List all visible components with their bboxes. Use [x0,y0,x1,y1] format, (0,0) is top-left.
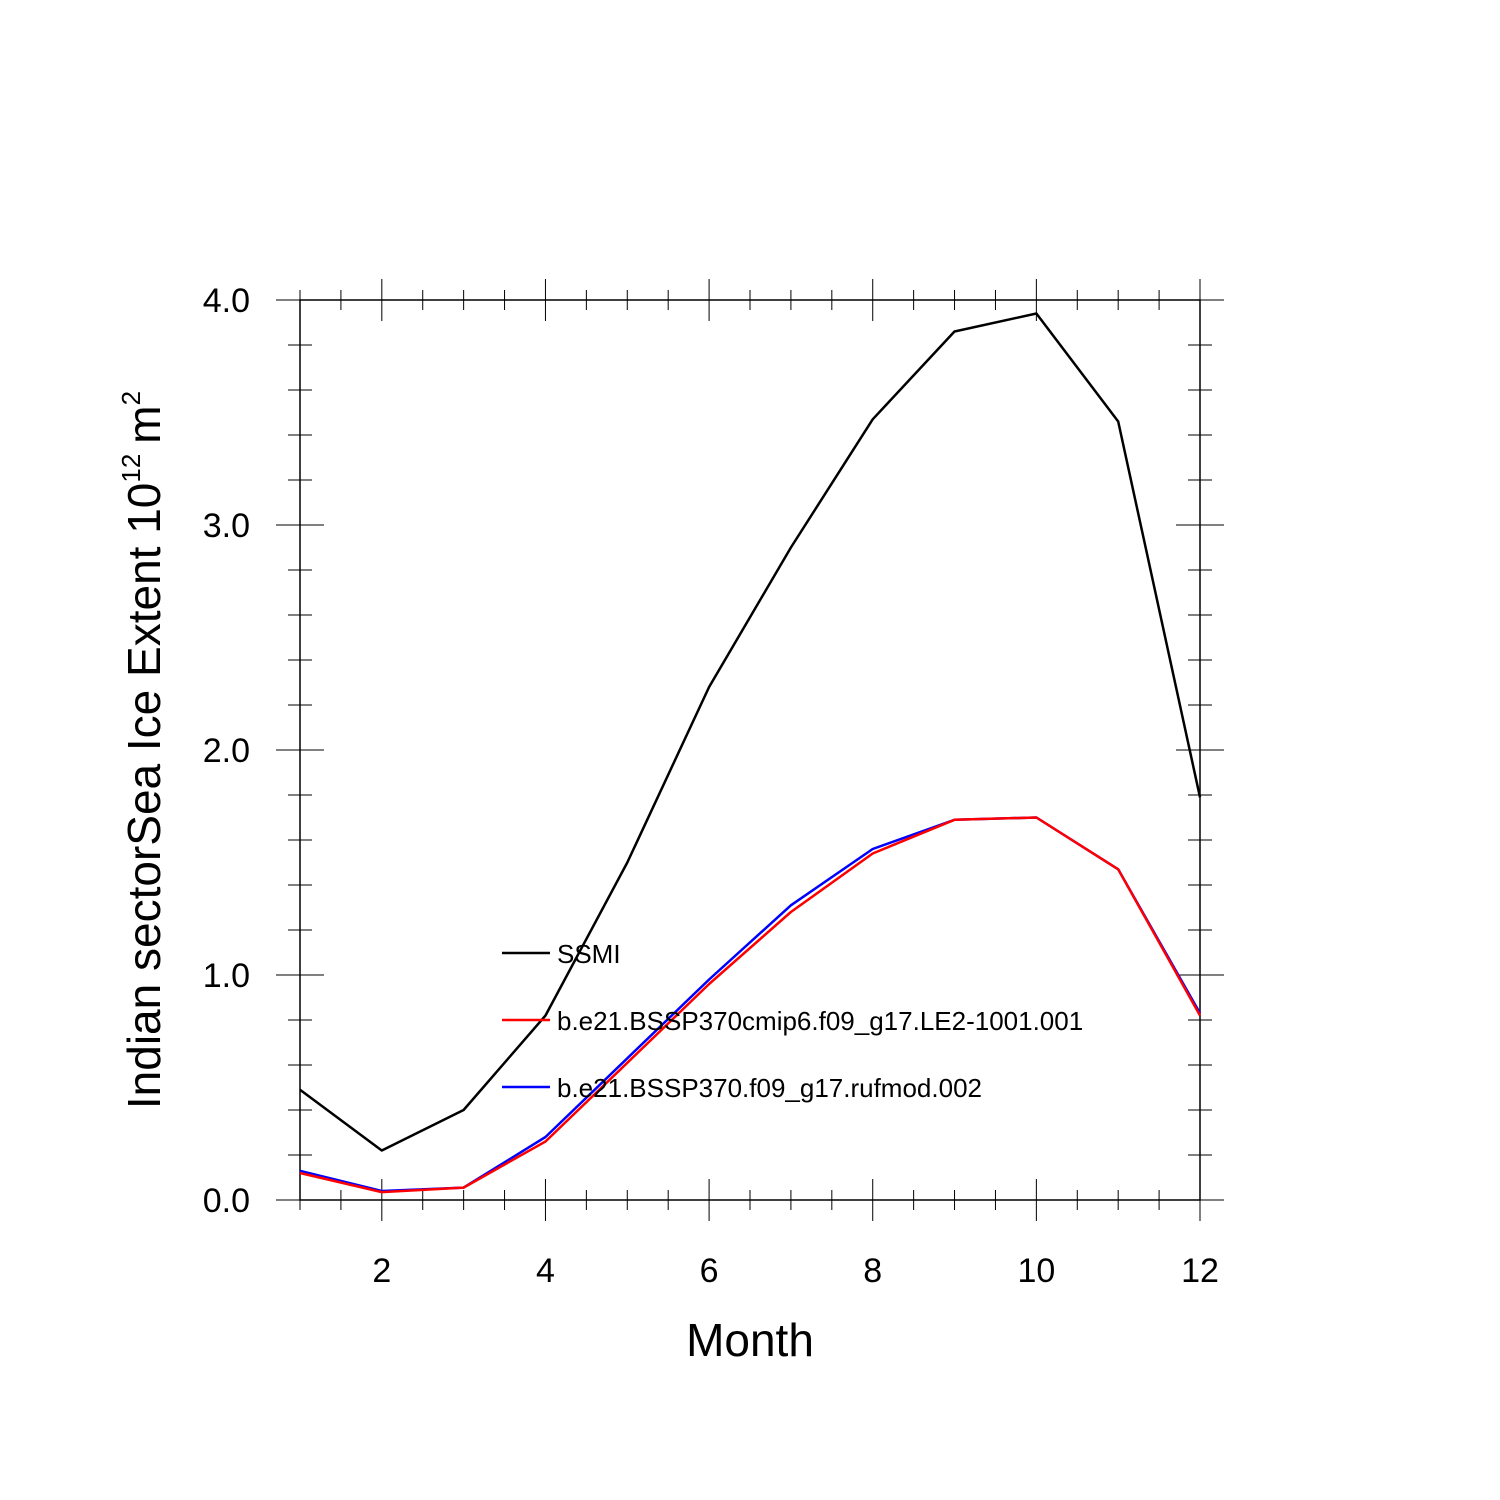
x-tick-label: 4 [536,1252,555,1290]
y-tick-label: 0.0 [203,1182,250,1220]
y-axis-title-main: Indian sectorSea Ice Extent 10 [118,483,170,1110]
y-axis-title-exponent: 12 [116,454,146,483]
legend-label: SSMI [557,939,621,969]
x-tick-label: 8 [863,1252,882,1290]
legend-label: b.e21.BSSP370.f09_g17.rufmod.002 [557,1073,982,1103]
series-line-1 [299,816,1202,1194]
x-tick-label: 10 [1017,1252,1055,1290]
y-tick-label: 4.0 [203,282,250,320]
y-axis-title-unit: m [118,405,170,443]
series-line-0 [299,312,1202,1152]
series-line-2 [299,816,1202,1193]
y-axis-title: Indian sectorSea Ice Extent 1012 m2 [116,391,170,1109]
legend: SSMI b.e21.BSSP370cmip6.f09_g17.LE2-1001.… [502,939,1083,1103]
plot-frame [299,299,1201,1201]
x-axis-title: Month [686,1314,814,1366]
legend-label: b.e21.BSSP370cmip6.f09_g17.LE2-1001.001 [557,1006,1083,1036]
x-tick-label: 6 [700,1252,719,1290]
y-axis-title-unit-exponent: 2 [116,391,146,405]
x-tick-label: 2 [372,1252,391,1290]
x-tick-label: 12 [1181,1252,1219,1290]
tick-labels: 2 4 6 8 10 12 0.0 1.0 2.0 3.0 4.0 [203,282,1219,1290]
y-tick-label: 2.0 [203,732,250,770]
series-lines [299,312,1202,1194]
y-tick-label: 1.0 [203,957,250,995]
y-tick-label: 3.0 [203,507,250,545]
